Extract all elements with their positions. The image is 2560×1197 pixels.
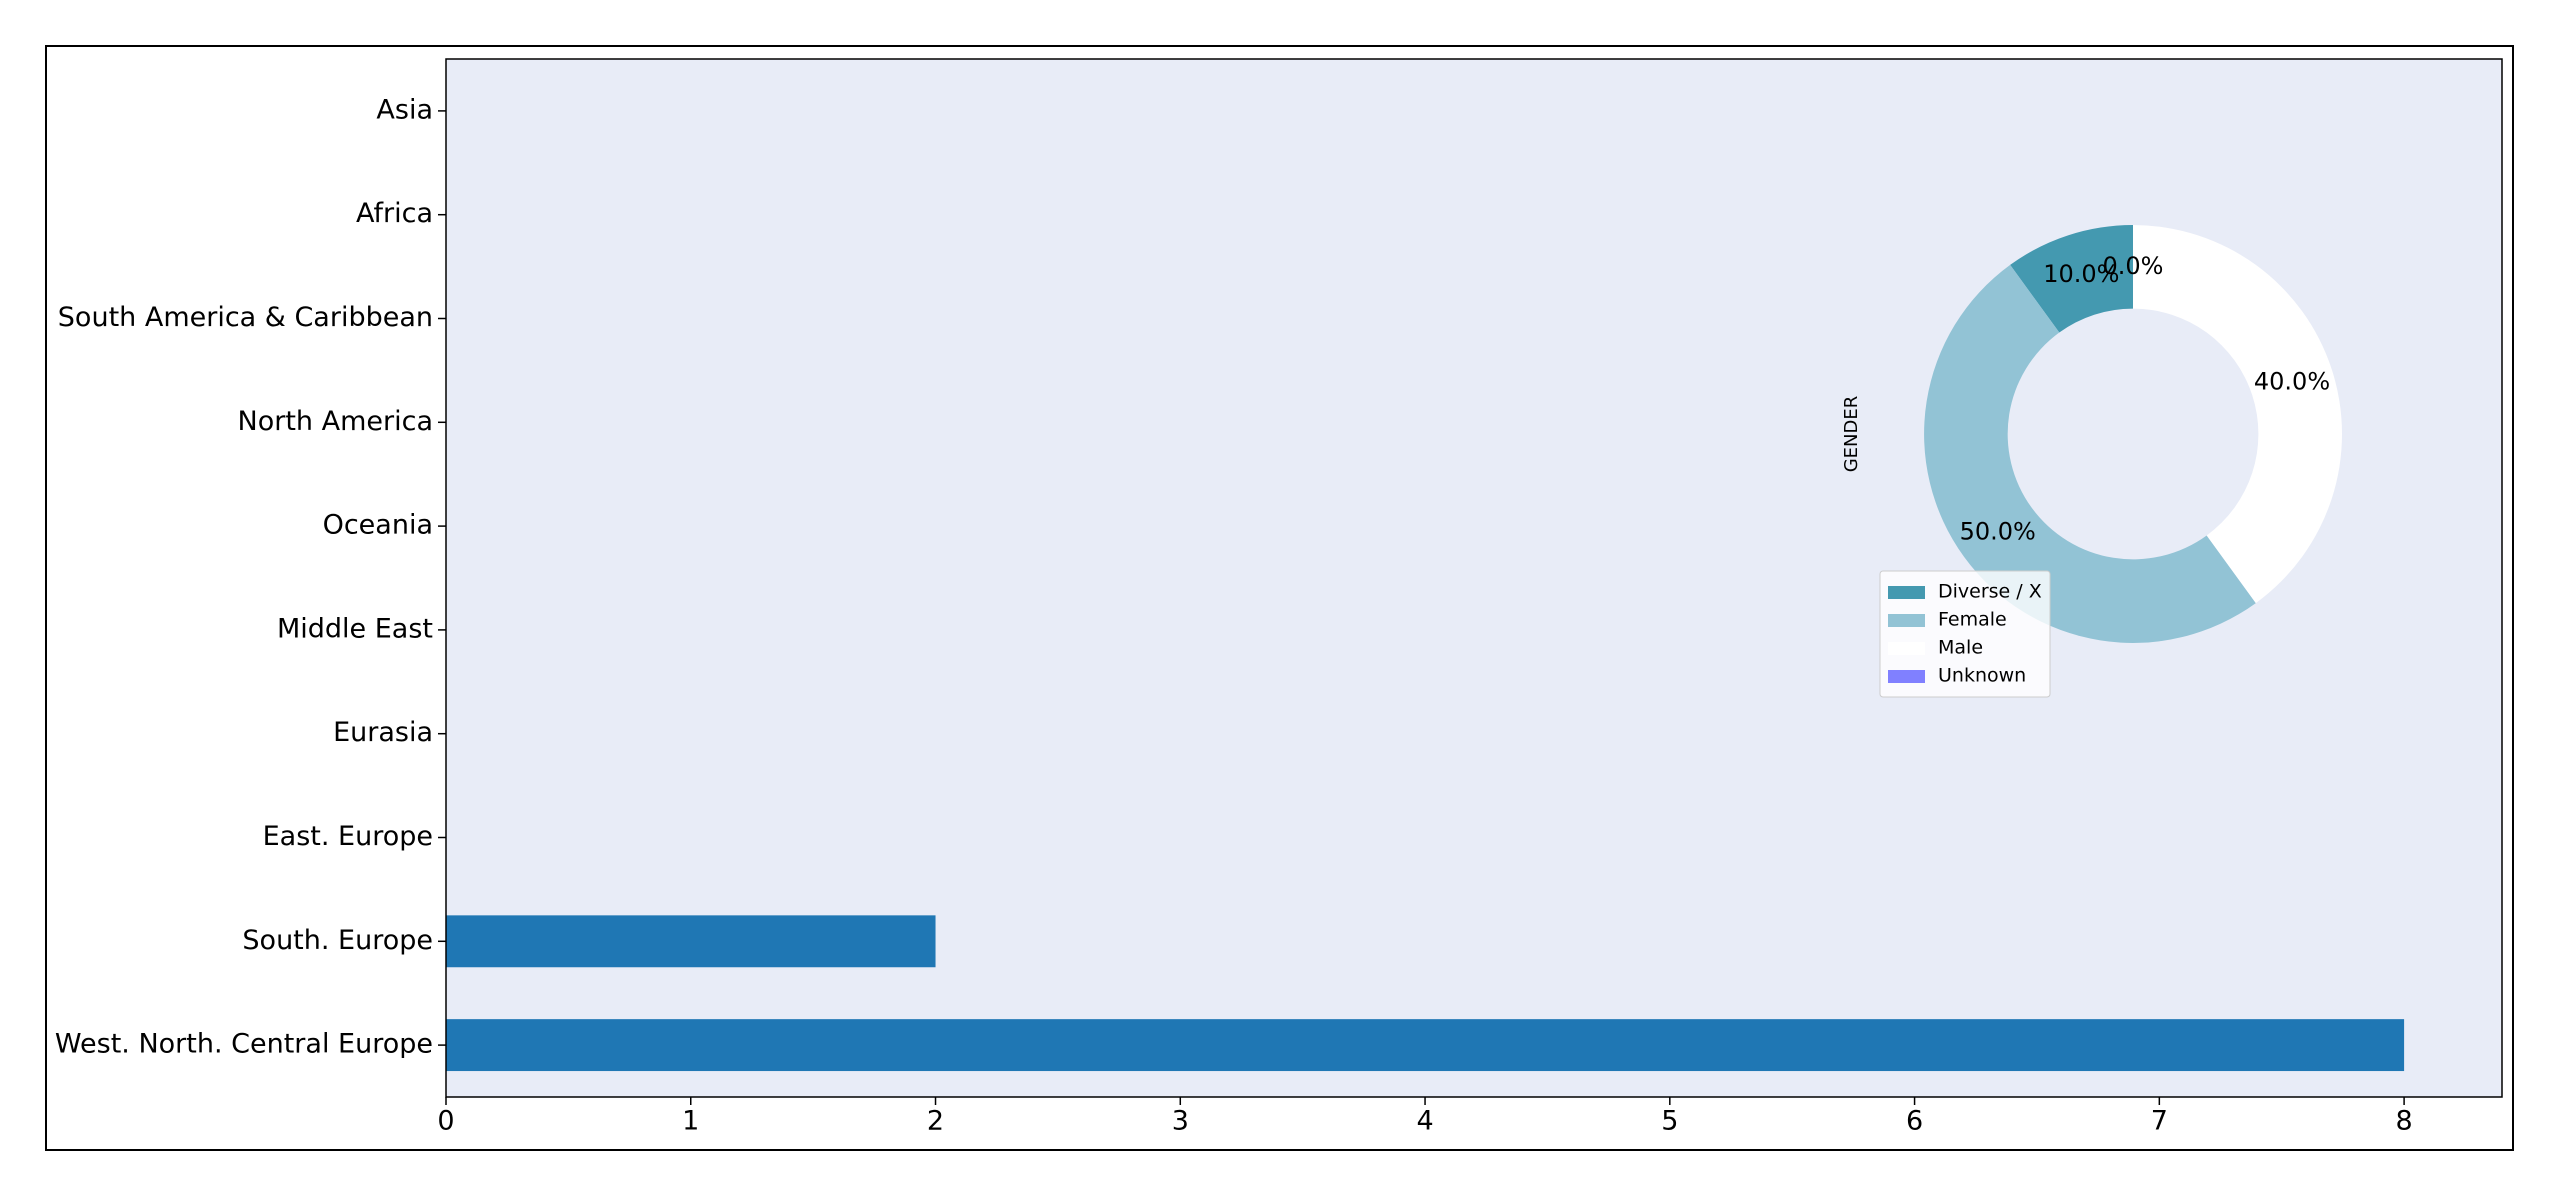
plot-frame xyxy=(445,58,2503,1098)
x-tick-label: 4 xyxy=(1416,1106,1433,1137)
bar xyxy=(446,1019,2405,1072)
legend-box xyxy=(1879,570,2051,698)
y-tick-label: South America & Caribbean xyxy=(58,302,433,333)
bar xyxy=(446,915,936,968)
y-tick-label: South. Europe xyxy=(242,925,433,956)
slice-label: 0.0% xyxy=(2103,252,2164,280)
y-tick-label: Oceania xyxy=(323,510,433,541)
legend-swatch xyxy=(1888,642,1925,655)
pie-slice xyxy=(1924,264,2256,643)
legend-label: Male xyxy=(1938,637,1983,659)
pie-ylabel: GENDER xyxy=(1841,396,1862,473)
legend-label: Female xyxy=(1938,609,2007,631)
pie-slice xyxy=(2133,225,2342,604)
legend-label: Unknown xyxy=(1938,665,2026,687)
legend-swatch xyxy=(1888,614,1925,627)
legend-swatch xyxy=(1888,670,1925,683)
legend-label: Diverse / X xyxy=(1938,581,2042,603)
y-tick-label: Middle East xyxy=(277,613,433,644)
y-tick-label: Asia xyxy=(376,94,433,125)
x-tick-label: 5 xyxy=(1661,1106,1678,1137)
pie-slice xyxy=(2010,225,2133,333)
x-tick-label: 3 xyxy=(1172,1106,1189,1137)
slice-label: 10.0% xyxy=(2043,260,2119,288)
y-tick-label: Eurasia xyxy=(333,717,433,748)
slice-label: 40.0% xyxy=(2254,367,2330,395)
slice-label: 50.0% xyxy=(1960,517,2036,545)
x-tick-label: 6 xyxy=(1906,1106,1923,1137)
x-tick-label: 0 xyxy=(437,1106,454,1137)
y-tick-label: Africa xyxy=(356,198,433,229)
x-tick-label: 1 xyxy=(682,1106,699,1137)
x-tick-label: 7 xyxy=(2151,1106,2168,1137)
x-tick-label: 2 xyxy=(927,1106,944,1137)
y-tick-label: East. Europe xyxy=(263,821,433,852)
y-tick-label: West. North. Central Europe xyxy=(55,1029,433,1060)
legend-swatch xyxy=(1888,586,1925,599)
y-tick-label: North America xyxy=(238,406,433,437)
x-tick-label: 8 xyxy=(2396,1106,2413,1137)
